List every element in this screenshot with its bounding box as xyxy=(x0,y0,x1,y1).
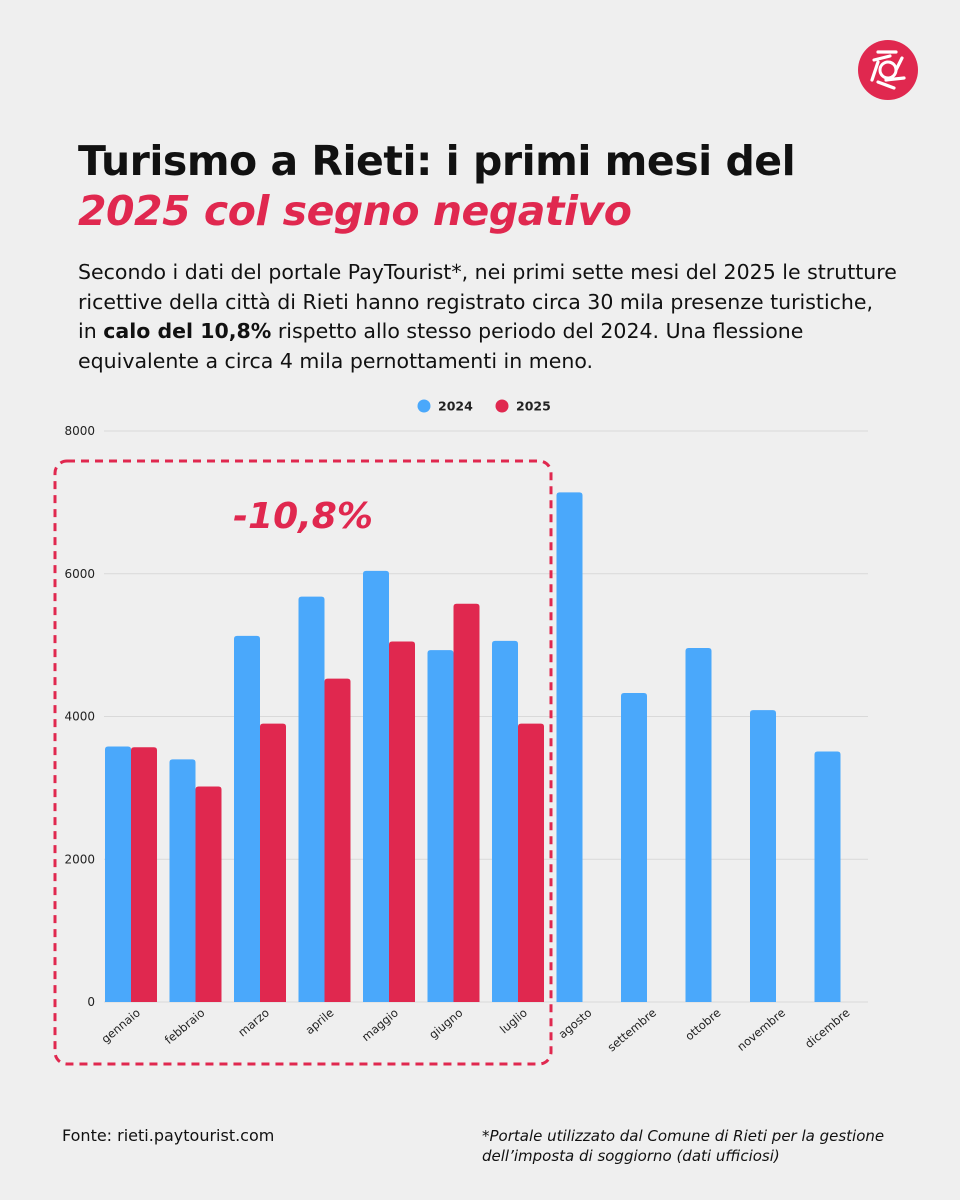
x-tick-label: luglio xyxy=(497,1006,530,1037)
bar-2025-marzo xyxy=(260,723,286,1002)
bar-2025-giugno xyxy=(453,603,480,1002)
page-title: Turismo a Rieti: i primi mesi del 2025 c… xyxy=(78,136,918,236)
x-tick-label: novembre xyxy=(734,1006,788,1054)
y-tick-label: 2000 xyxy=(64,852,95,866)
x-tick-label: giugno xyxy=(426,1006,465,1042)
bar-2024-giugno xyxy=(427,650,454,1002)
bar-2024-febbraio xyxy=(169,759,196,1002)
bar-2024-agosto xyxy=(556,492,583,1002)
legend-label-2025: 2025 xyxy=(516,399,551,414)
subtitle-paragraph: Secondo i dati del portale PayTourist*, … xyxy=(78,258,898,376)
camera-aperture-icon xyxy=(858,40,918,100)
highlight-box xyxy=(53,459,553,1066)
bar-2024-dicembre xyxy=(814,751,841,1002)
title-line-2: 2025 col segno negativo xyxy=(78,187,632,235)
bar-2024-luglio xyxy=(492,640,518,1002)
annotation-percent: -10,8% xyxy=(233,496,373,537)
subtitle-bold: calo del 10,8% xyxy=(103,319,272,343)
x-tick-label: settembre xyxy=(605,1006,659,1055)
legend-marker-2024 xyxy=(417,399,431,413)
bar-2025-aprile xyxy=(324,678,351,1002)
bar-2025-luglio xyxy=(518,723,544,1002)
bar-2024-gennaio xyxy=(105,746,131,1002)
y-tick-label: 6000 xyxy=(64,567,95,581)
x-tick-label: dicembre xyxy=(802,1006,852,1051)
bar-2024-marzo xyxy=(234,635,260,1002)
legend-label-2024: 2024 xyxy=(438,399,473,414)
bar-2024-aprile xyxy=(298,596,325,1002)
legend-marker-2025 xyxy=(495,399,509,413)
x-tick-label: marzo xyxy=(235,1006,272,1040)
y-tick-label: 4000 xyxy=(64,710,95,724)
bar-2024-settembre xyxy=(621,692,647,1002)
x-tick-label: maggio xyxy=(359,1006,401,1044)
y-tick-label: 0 xyxy=(87,995,95,1009)
bar-2024-ottobre xyxy=(685,647,712,1002)
bar-2025-gennaio xyxy=(131,747,157,1002)
bar-2025-febbraio xyxy=(195,786,222,1002)
subtitle-part-2: rispetto allo stesso periodo del 2024. U… xyxy=(78,319,804,373)
footnote-text: *Portale utilizzato dal Comune di Rieti … xyxy=(482,1127,885,1165)
x-tick-label: gennaio xyxy=(99,1006,143,1046)
subtitle-part-1: Secondo i dati del portale PayTourist*, … xyxy=(78,260,897,343)
x-tick-label: aprile xyxy=(302,1006,336,1038)
y-tick-label: 8000 xyxy=(64,424,95,438)
x-tick-label: agosto xyxy=(556,1006,595,1042)
x-tick-label: febbraio xyxy=(162,1006,208,1047)
bar-2025-maggio xyxy=(389,641,415,1002)
x-tick-label: ottobre xyxy=(682,1006,723,1044)
bar-2024-maggio xyxy=(363,570,389,1002)
bar-2024-novembre xyxy=(750,710,776,1002)
title-line-1: Turismo a Rieti: i primi mesi del xyxy=(78,137,796,185)
source-text: Fonte: rieti.paytourist.com xyxy=(62,1126,275,1145)
bar-chart: 0 2000 4000 6000 8000 gennaio febbraio marzo apr… xyxy=(53,399,868,1066)
